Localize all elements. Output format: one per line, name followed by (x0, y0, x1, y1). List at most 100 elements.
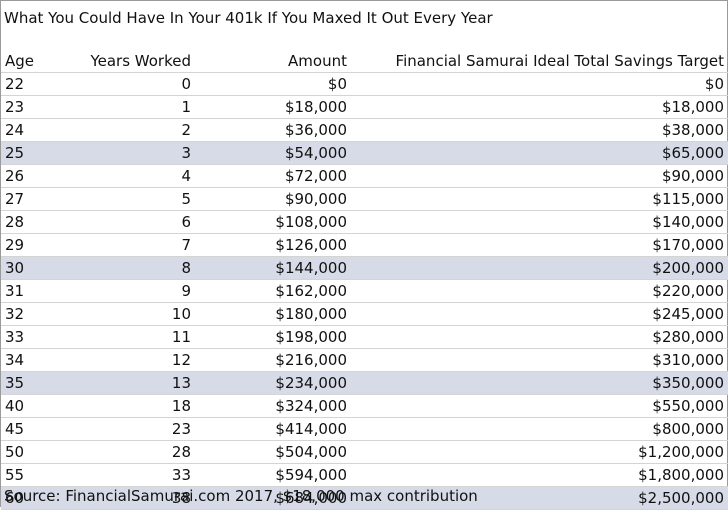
cell-amount: $216,000 (195, 348, 351, 372)
cell-amount: $234,000 (195, 371, 351, 395)
cell-savings-target: $220,000 (351, 279, 728, 303)
cell-amount: $414,000 (195, 417, 351, 441)
cell-amount: $54,000 (195, 141, 351, 165)
cell-age: 35 (1, 371, 67, 395)
cell-amount: $0 (195, 72, 351, 96)
cell-savings-target: $200,000 (351, 256, 728, 280)
table-row: 55 33 $594,000 $1,800,000 (1, 463, 728, 487)
cell-savings-target: $2,500,000 (351, 486, 728, 510)
table-row: 50 28 $504,000 $1,200,000 (1, 440, 728, 464)
cell-amount: $108,000 (195, 210, 351, 234)
cell-amount: $162,000 (195, 279, 351, 303)
cell-amount: $144,000 (195, 256, 351, 280)
cell-age: 31 (1, 279, 67, 303)
cell-years-worked: 5 (67, 187, 195, 211)
cell-years-worked: 6 (67, 210, 195, 234)
header-amount: Amount (195, 50, 351, 73)
table-row: 26 4 $72,000 $90,000 (1, 164, 728, 188)
cell-amount: $36,000 (195, 118, 351, 142)
cell-age: 50 (1, 440, 67, 464)
table-row: 28 6 $108,000 $140,000 (1, 210, 728, 234)
cell-age: 26 (1, 164, 67, 188)
cell-years-worked: 3 (67, 141, 195, 165)
cell-age: 22 (1, 72, 67, 96)
table-row: 33 11 $198,000 $280,000 (1, 325, 728, 349)
cell-amount: $504,000 (195, 440, 351, 464)
header-row: Age Years Worked Amount Financial Samura… (1, 50, 728, 73)
cell-years-worked: 4 (67, 164, 195, 188)
cell-savings-target: $550,000 (351, 394, 728, 418)
cell-years-worked: 2 (67, 118, 195, 142)
table-row: 23 1 $18,000 $18,000 (1, 95, 728, 119)
cell-savings-target: $170,000 (351, 233, 728, 257)
table-row: 24 2 $36,000 $38,000 (1, 118, 728, 142)
savings-table: Age Years Worked Amount Financial Samura… (1, 50, 728, 510)
cell-savings-target: $1,800,000 (351, 463, 728, 487)
cell-years-worked: 8 (67, 256, 195, 280)
table-title: What You Could Have In Your 401k If You … (4, 9, 493, 27)
cell-years-worked: 11 (67, 325, 195, 349)
cell-savings-target: $65,000 (351, 141, 728, 165)
cell-age: 29 (1, 233, 67, 257)
cell-age: 33 (1, 325, 67, 349)
cell-years-worked: 38 (67, 486, 195, 510)
cell-years-worked: 18 (67, 394, 195, 418)
cell-years-worked: 12 (67, 348, 195, 372)
cell-savings-target: $310,000 (351, 348, 728, 372)
cell-age: 55 (1, 463, 67, 487)
table-row: 35 13 $234,000 $350,000 (1, 371, 728, 395)
cell-age: 60 (1, 486, 67, 510)
cell-age: 25 (1, 141, 67, 165)
header-years-worked: Years Worked (67, 50, 195, 73)
cell-savings-target: $90,000 (351, 164, 728, 188)
cell-years-worked: 33 (67, 463, 195, 487)
cell-savings-target: $18,000 (351, 95, 728, 119)
table-row: 22 0 $0 $0 (1, 72, 728, 96)
cell-amount: $18,000 (195, 95, 351, 119)
cell-amount: $180,000 (195, 302, 351, 326)
table-row: 45 23 $414,000 $800,000 (1, 417, 728, 441)
cell-amount: $90,000 (195, 187, 351, 211)
table-row: 27 5 $90,000 $115,000 (1, 187, 728, 211)
header-age: Age (1, 50, 67, 73)
cell-age: 24 (1, 118, 67, 142)
table-row: 25 3 $54,000 $65,000 (1, 141, 728, 165)
cell-age: 45 (1, 417, 67, 441)
cell-amount: $72,000 (195, 164, 351, 188)
cell-amount: $198,000 (195, 325, 351, 349)
cell-savings-target: $245,000 (351, 302, 728, 326)
cell-age: 34 (1, 348, 67, 372)
cell-age: 30 (1, 256, 67, 280)
cell-amount: $324,000 (195, 394, 351, 418)
table-row: 40 18 $324,000 $550,000 (1, 394, 728, 418)
cell-age: 23 (1, 95, 67, 119)
cell-savings-target: $38,000 (351, 118, 728, 142)
cell-savings-target: $350,000 (351, 371, 728, 395)
cell-years-worked: 1 (67, 95, 195, 119)
cell-savings-target: $1,200,000 (351, 440, 728, 464)
cell-years-worked: 28 (67, 440, 195, 464)
header-savings-target: Financial Samurai Ideal Total Savings Ta… (351, 50, 728, 73)
source-note: Source: FinancialSamurai.com 2017, $18,0… (4, 487, 478, 505)
table-row: 32 10 $180,000 $245,000 (1, 302, 728, 326)
cell-age: 40 (1, 394, 67, 418)
cell-years-worked: 23 (67, 417, 195, 441)
cell-amount: $594,000 (195, 463, 351, 487)
cell-years-worked: 0 (67, 72, 195, 96)
cell-age: 27 (1, 187, 67, 211)
cell-years-worked: 9 (67, 279, 195, 303)
cell-savings-target: $140,000 (351, 210, 728, 234)
table-row: 31 9 $162,000 $220,000 (1, 279, 728, 303)
cell-savings-target: $800,000 (351, 417, 728, 441)
cell-savings-target: $280,000 (351, 325, 728, 349)
cell-age: 28 (1, 210, 67, 234)
table-row: 30 8 $144,000 $200,000 (1, 256, 728, 280)
table-row: 34 12 $216,000 $310,000 (1, 348, 728, 372)
cell-years-worked: 7 (67, 233, 195, 257)
cell-years-worked: 10 (67, 302, 195, 326)
cell-amount: $126,000 (195, 233, 351, 257)
cell-savings-target: $115,000 (351, 187, 728, 211)
cell-age: 32 (1, 302, 67, 326)
table-row: 29 7 $126,000 $170,000 (1, 233, 728, 257)
